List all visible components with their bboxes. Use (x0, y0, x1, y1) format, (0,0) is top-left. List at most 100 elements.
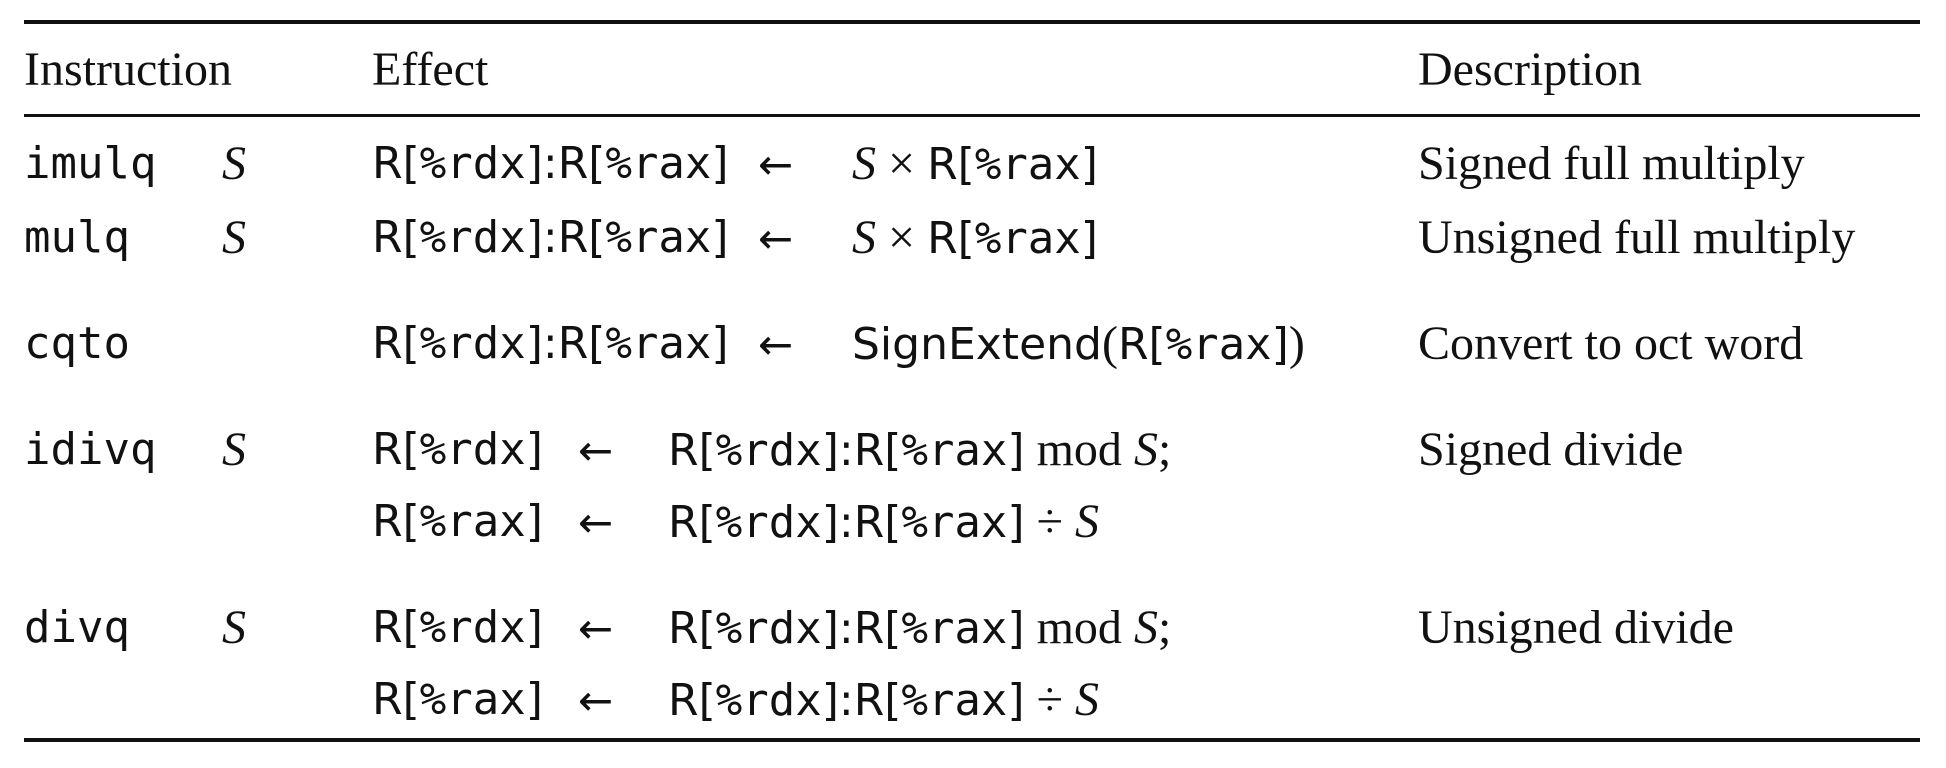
instruction-operand: S (222, 423, 246, 476)
register-text: R[ (668, 675, 716, 726)
register-text: %rdx (419, 212, 526, 263)
expression-register: R[%rdx]:R[%rax] (668, 501, 1025, 545)
effect-expression: R[%rdx]:R[%rax] ÷ S (668, 498, 1099, 546)
register-text: %rax (419, 674, 526, 725)
assign-arrow-icon: ← (758, 320, 794, 369)
expression-token: ) (1288, 317, 1305, 370)
register-text: ]:R[ (525, 212, 606, 263)
register-text: R[ (372, 138, 420, 189)
header-instruction: Instruction (24, 43, 232, 96)
register-text: ]:R[ (525, 318, 606, 369)
register-text: ] (711, 138, 729, 189)
register-text: %rdx (715, 603, 822, 654)
table-bottom-rule (24, 738, 1920, 742)
register-text: ]:R[ (821, 603, 902, 654)
register-text: %rax (1165, 319, 1272, 370)
effect-destination: R[%rax] (372, 678, 543, 722)
register-text: %rax (419, 496, 526, 547)
expression-token: × (876, 137, 928, 190)
register-text: ] (1007, 497, 1025, 548)
register-text: %rax (974, 213, 1081, 264)
assign-arrow-icon: ← (578, 498, 614, 547)
register-text: R[ (372, 424, 420, 475)
register-text: R[ (372, 496, 420, 547)
register-text: %rax (901, 603, 1008, 654)
register-text: ]:R[ (821, 675, 902, 726)
instruction-operand: S (222, 601, 246, 654)
table-top-rule (24, 20, 1920, 24)
register-text: ]:R[ (821, 425, 902, 476)
expression-token: ÷ (1024, 673, 1075, 726)
effect-destination: R[%rax] (372, 500, 543, 544)
register-text: ] (525, 674, 543, 725)
instruction-opcode: divq (24, 602, 130, 653)
destination-register: R[%rdx] (372, 606, 543, 650)
instruction-opcode: mulq (24, 212, 130, 263)
header-effect: Effect (372, 43, 489, 96)
register-text: ]:R[ (525, 138, 606, 189)
register-text: %rdx (419, 602, 526, 653)
destination-register: R[%rdx]:R[%rax] (372, 216, 729, 260)
destination-register: R[%rax] (372, 678, 543, 722)
register-text: %rax (605, 138, 712, 189)
register-text: R[ (927, 213, 975, 264)
expression-register: R[%rdx]:R[%rax] (668, 679, 1025, 723)
expression-token: ; (1157, 601, 1172, 654)
assign-arrow-icon: ← (758, 214, 794, 263)
effect-expression: R[%rdx]:R[%rax] mod S; (668, 426, 1171, 474)
register-text: R[ (1117, 319, 1166, 370)
register-text: R[ (372, 212, 420, 263)
register-text: %rax (901, 497, 1008, 548)
expression-token: SignExtend (852, 319, 1102, 370)
effect-expression: SignExtend(R[%rax]) (852, 320, 1305, 368)
operand-symbol: S (852, 211, 876, 264)
assign-arrow-icon: ← (578, 426, 614, 475)
expression-token: ; (1157, 423, 1172, 476)
expression-register: R[%rdx]:R[%rax] (668, 607, 1025, 651)
register-text: ] (1007, 675, 1025, 726)
register-text: %rax (605, 212, 712, 263)
register-text: %rdx (715, 675, 822, 726)
register-text: R[ (372, 674, 420, 725)
operand-symbol: S (852, 137, 876, 190)
register-text: R[ (668, 603, 716, 654)
effect-destination: R[%rdx] (372, 428, 543, 472)
instruction-operand: S (222, 137, 246, 190)
assign-arrow-icon: ← (578, 604, 614, 653)
expression-register: R[%rax] (927, 217, 1098, 261)
expression-register: R[%rax] (1118, 323, 1289, 367)
destination-register: R[%rdx] (372, 428, 543, 472)
register-text: ] (525, 496, 543, 547)
expression-token: ( (1101, 317, 1118, 370)
assign-arrow-icon: ← (758, 140, 794, 189)
register-text: R[ (372, 318, 420, 369)
effect-destination: R[%rdx]:R[%rax] (372, 322, 729, 366)
register-text: ] (1007, 425, 1025, 476)
instruction-description: Unsigned full multiply (1418, 211, 1856, 264)
effect-expression: S × R[%rax] (852, 214, 1098, 262)
register-text: R[ (372, 602, 420, 653)
effect-destination: R[%rdx]:R[%rax] (372, 216, 729, 260)
register-text: ] (1080, 213, 1098, 264)
register-text: %rdx (419, 424, 526, 475)
destination-register: R[%rax] (372, 500, 543, 544)
register-text: %rdx (715, 425, 822, 476)
effect-expression: S × R[%rax] (852, 140, 1098, 188)
effect-destination: R[%rdx] (372, 606, 543, 650)
register-text: ] (711, 318, 729, 369)
register-text: %rdx (419, 138, 526, 189)
register-text: %rax (605, 318, 712, 369)
register-text: ] (711, 212, 729, 263)
register-text: %rax (901, 425, 1008, 476)
header-description: Description (1418, 43, 1642, 96)
register-text: %rax (901, 675, 1008, 726)
register-text: ] (1080, 139, 1098, 190)
assign-arrow-icon: ← (578, 676, 614, 725)
instruction-operand: S (222, 211, 246, 264)
register-text: R[ (668, 497, 716, 548)
register-text: ] (1271, 319, 1289, 370)
register-text: ] (525, 602, 543, 653)
expression-token: mod (1024, 423, 1134, 476)
expression-token: × (876, 211, 928, 264)
effect-expression: R[%rdx]:R[%rax] mod S; (668, 604, 1171, 652)
